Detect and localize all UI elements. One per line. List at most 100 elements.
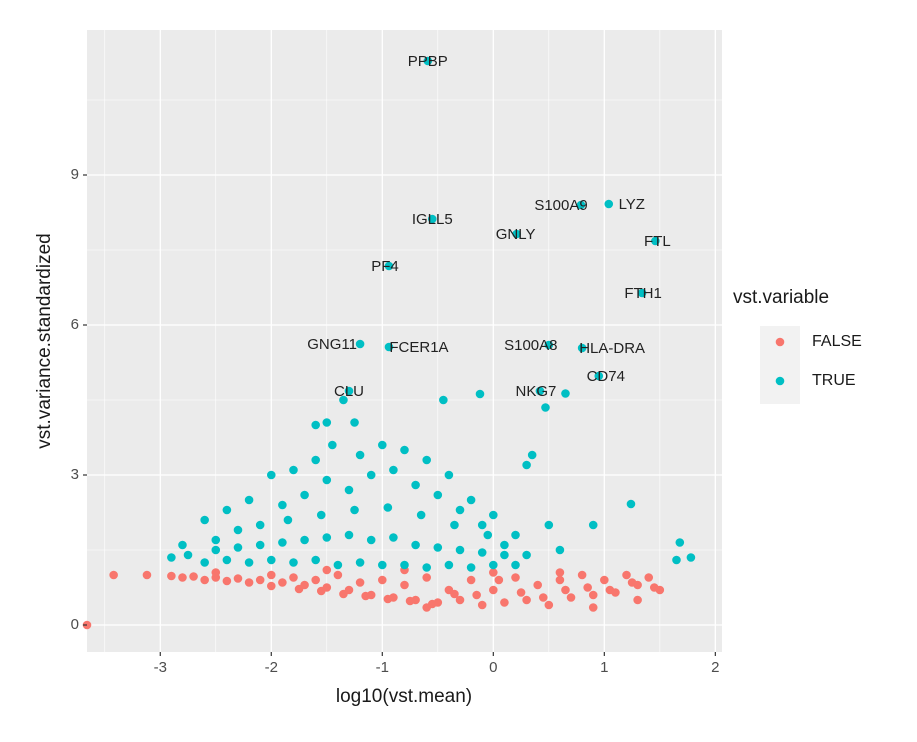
- point: [300, 580, 309, 590]
- panel: [87, 30, 722, 652]
- point: [577, 570, 587, 580]
- point: [604, 199, 614, 209]
- point-label: HLA-DRA: [579, 340, 645, 357]
- point: [494, 575, 504, 585]
- point: [211, 568, 221, 577]
- point: [600, 575, 609, 585]
- point: [389, 465, 398, 475]
- point: [278, 500, 287, 510]
- y-tick-label: 6: [71, 316, 79, 333]
- point: [511, 573, 520, 582]
- legend-label: FALSE: [812, 333, 862, 350]
- point: [561, 585, 570, 595]
- point: [389, 593, 398, 602]
- x-tick-label: 0: [489, 659, 497, 676]
- point: [178, 573, 187, 582]
- point: [555, 568, 565, 577]
- point: [433, 598, 443, 607]
- point: [400, 580, 409, 590]
- point: [222, 555, 232, 565]
- point: [211, 535, 221, 545]
- point: [527, 450, 537, 460]
- point: [633, 580, 642, 590]
- point: [422, 455, 432, 465]
- point: [444, 560, 454, 570]
- point: [644, 573, 654, 582]
- point: [344, 485, 354, 495]
- point: [384, 261, 394, 271]
- point: [233, 525, 243, 535]
- point: [439, 395, 448, 405]
- point: [455, 545, 465, 555]
- point: [433, 543, 443, 552]
- x-tick-label: -1: [376, 659, 389, 676]
- point: [588, 520, 598, 530]
- point: [384, 342, 394, 352]
- point: [686, 553, 696, 562]
- point: [500, 598, 509, 607]
- point: [416, 510, 426, 520]
- point: [211, 545, 221, 555]
- point: [339, 395, 348, 405]
- point: [522, 460, 531, 470]
- point: [594, 371, 604, 381]
- point: [455, 595, 465, 605]
- point: [576, 200, 586, 210]
- point: [477, 520, 487, 530]
- point: [489, 568, 498, 577]
- point: [466, 495, 476, 505]
- point: [300, 535, 309, 545]
- point-label: CD74: [587, 368, 625, 385]
- point: [555, 575, 565, 585]
- point: [422, 563, 432, 572]
- point-label: FCER1A: [389, 339, 448, 356]
- point: [483, 530, 493, 540]
- point-label: FTL: [644, 233, 671, 250]
- point: [178, 540, 187, 550]
- point: [366, 470, 376, 480]
- point: [544, 520, 554, 530]
- point-label: IGLL5: [412, 211, 453, 228]
- point: [400, 560, 409, 570]
- point: [255, 575, 265, 585]
- point-label: PPBP: [408, 53, 448, 70]
- point: [477, 600, 487, 610]
- point: [544, 340, 554, 350]
- point: [626, 499, 636, 509]
- point: [222, 505, 232, 515]
- point: [522, 595, 531, 605]
- point: [427, 214, 437, 224]
- point: [200, 575, 209, 585]
- point: [200, 558, 209, 567]
- point: [244, 558, 254, 567]
- point: [538, 593, 548, 602]
- point: [466, 575, 476, 585]
- point: [350, 418, 359, 427]
- point: [655, 585, 665, 595]
- point: [511, 560, 520, 570]
- point: [355, 450, 365, 460]
- point: [167, 571, 176, 581]
- point: [512, 229, 521, 239]
- point: [322, 475, 332, 485]
- point: [183, 550, 193, 560]
- point: [583, 583, 592, 592]
- point: [561, 389, 570, 398]
- point: [450, 520, 459, 530]
- point: [489, 510, 498, 520]
- point-label: LYZ: [619, 196, 645, 213]
- point-label: CLU: [334, 383, 364, 400]
- point: [377, 560, 387, 570]
- point: [637, 288, 647, 298]
- point: [411, 480, 420, 490]
- point: [423, 56, 433, 66]
- point: [322, 565, 332, 575]
- point: [472, 590, 481, 600]
- point: [244, 578, 254, 587]
- x-tick-label: 2: [711, 659, 719, 676]
- x-tick-label: 1: [600, 659, 608, 676]
- point: [244, 495, 254, 505]
- point: [355, 339, 365, 349]
- point: [555, 545, 565, 555]
- point: [109, 570, 118, 580]
